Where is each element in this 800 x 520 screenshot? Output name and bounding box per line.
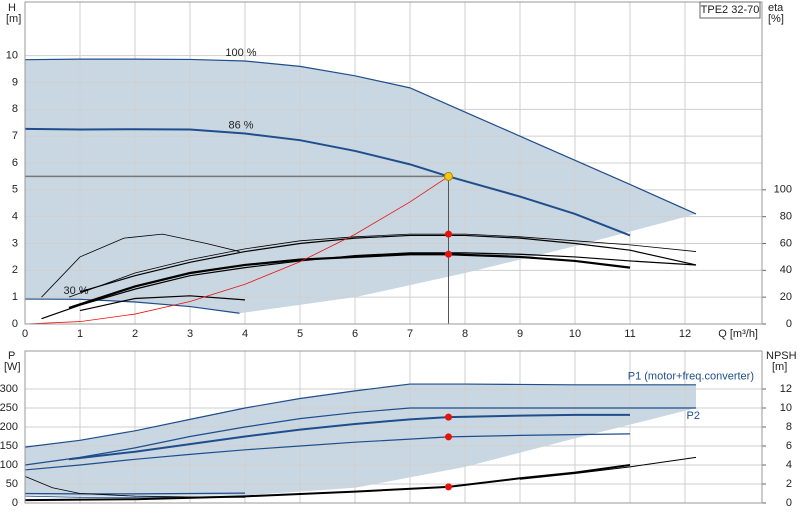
y2-axis-unit: [%]: [768, 13, 784, 25]
y2-tick-label: 100: [774, 184, 792, 196]
curve: [24, 464, 631, 502]
curve: [519, 456, 697, 480]
operating-point: [445, 483, 452, 491]
curve: [68, 253, 631, 309]
y2-tick-label: 2: [786, 478, 792, 490]
y-tick-label: 1: [12, 291, 18, 303]
y-tick-label: 250: [0, 402, 18, 414]
curve: [24, 433, 631, 471]
x-tick-label: 9: [517, 328, 523, 340]
curve: [24, 492, 246, 495]
y-tick-label: 0: [12, 497, 18, 509]
curve: [24, 298, 240, 314]
y-axis-label: H: [8, 2, 16, 14]
x-tick-label: 1: [77, 328, 83, 340]
y-tick-label: 3: [12, 237, 18, 249]
x-axis-label: Q [m³/h]: [718, 328, 758, 340]
y-tick-label: 8: [12, 103, 18, 115]
curve: [41, 233, 240, 298]
x-tick-label: 6: [352, 328, 358, 340]
y-tick-label: 100: [0, 459, 18, 471]
x-tick-label: 12: [679, 328, 691, 340]
y2-tick-label: 20: [780, 291, 792, 303]
curve-label: P2: [687, 410, 700, 422]
curve: [24, 407, 696, 466]
curve-label: 86 %: [228, 119, 253, 131]
duty-point: [444, 171, 453, 181]
plot-layer: 0 1 2 3 4 5 6 7 8 9 10 11 12012345678910020406080100…: [0, 1, 792, 509]
y2-tick-label: 0: [786, 497, 792, 509]
x-tick-label: 0: [22, 328, 28, 340]
curve: [68, 233, 697, 298]
operating-point: [445, 433, 452, 441]
operating-point: [445, 230, 452, 238]
x-tick-label: 3: [187, 328, 193, 340]
x-tick-label: 5: [297, 328, 303, 340]
y2-tick-label: 60: [780, 237, 792, 249]
operating-range: [25, 384, 696, 497]
curve-label: P1 (motor+freq.converter): [628, 371, 754, 383]
x-tick-label: 2: [132, 328, 138, 340]
title-box: [699, 1, 761, 19]
y2-tick-label: 12: [780, 383, 792, 395]
y2-tick-label: 4: [786, 459, 792, 471]
x-tick-label: 10: [569, 328, 581, 340]
x-tick-label: 8: [462, 328, 468, 340]
curve-label: 30 %: [63, 285, 88, 297]
curve: [24, 383, 696, 448]
y-tick-label: 9: [12, 76, 18, 88]
curve: [79, 234, 697, 293]
y-tick-label: 5: [12, 184, 18, 196]
y2-axis-unit: [m]: [772, 361, 787, 373]
y2-tick-label: 80: [780, 211, 792, 223]
y2-axis-label: eta: [768, 2, 784, 14]
y-tick-label: 300: [0, 383, 18, 395]
plot-frame: [24, 350, 763, 504]
y2-tick-label: 0: [786, 318, 792, 330]
y-axis-unit: [W]: [4, 361, 21, 373]
y-tick-label: 7: [12, 130, 18, 142]
y2-tick-label: 8: [786, 421, 792, 433]
y-tick-label: 10: [6, 50, 18, 62]
y2-tick-label: 40: [780, 264, 792, 276]
y2-tick-label: 6: [786, 440, 792, 452]
operating-point: [445, 250, 452, 258]
curve: [68, 413, 630, 461]
y-tick-label: 0: [12, 318, 18, 330]
y-tick-label: 150: [0, 440, 18, 452]
curve: [24, 58, 697, 215]
chart-title: TPE2 32-70: [701, 4, 760, 16]
y-tick-label: 200: [0, 421, 18, 433]
curve: [24, 127, 631, 237]
y2-axis-label: NPSH: [766, 350, 797, 362]
y2-tick-label: 10: [780, 402, 792, 414]
operating-point: [445, 413, 452, 421]
x-tick-label: 7: [407, 328, 413, 340]
operating-range: [25, 59, 696, 314]
curve-label: 100 %: [225, 47, 256, 59]
y-tick-label: 4: [12, 211, 18, 223]
curve: [41, 252, 697, 320]
y-axis-label: P: [8, 350, 15, 362]
curve: [79, 295, 246, 312]
y-tick-label: 6: [12, 157, 18, 169]
plot-frame: [24, 1, 763, 325]
curve: [24, 176, 449, 325]
x-tick-label: 11: [624, 328, 635, 340]
x-tick-label: 4: [242, 328, 248, 340]
y-axis-unit: [m]: [6, 13, 21, 25]
y-tick-label: 50: [6, 478, 18, 490]
y-tick-label: 2: [12, 264, 18, 276]
